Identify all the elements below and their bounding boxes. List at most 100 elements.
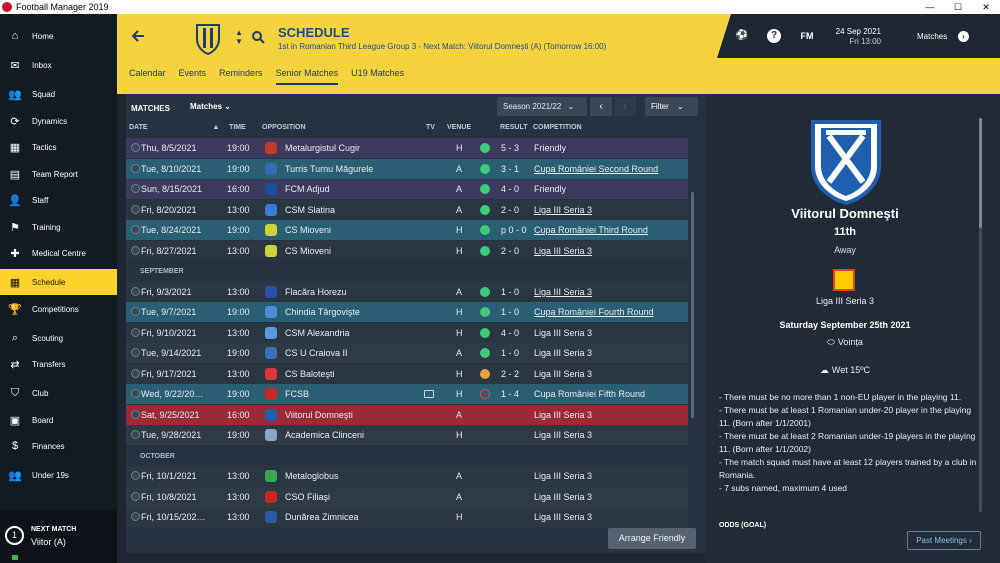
- sidebar-item-board[interactable]: ▣ Board: [0, 407, 117, 433]
- opponent-name[interactable]: Dunărea Zimnicea: [285, 507, 359, 527]
- continue-matches-label[interactable]: Matches: [917, 32, 947, 41]
- row-select-radio[interactable]: [131, 348, 140, 357]
- opponent-name[interactable]: Academica Clinceni: [285, 425, 364, 445]
- opponent-name[interactable]: Turris Turnu Măgurele: [285, 159, 373, 179]
- back-arrow-icon[interactable]: [130, 28, 146, 49]
- table-row[interactable]: Fri, 10/15/202… 13:00 Dunărea Zimnicea H Lig…: [126, 507, 688, 527]
- arrange-friendly-button[interactable]: Arrange Friendly: [608, 528, 696, 549]
- row-select-radio[interactable]: [131, 512, 140, 521]
- minimize-button[interactable]: —: [916, 0, 944, 14]
- sidebar-item-team-report[interactable]: ▤ Team Report: [0, 161, 117, 187]
- filter-button[interactable]: Filter ⌄: [645, 97, 698, 116]
- opponent-name[interactable]: FCM Adjud: [285, 179, 330, 199]
- table-row[interactable]: Sat, 9/25/2021 16:00 Viitorul Domneşti A Lig…: [126, 405, 688, 425]
- row-select-radio[interactable]: [131, 492, 140, 501]
- table-row[interactable]: Tue, 9/7/2021 19:00 Chindia Târgovişte H 1 -…: [126, 302, 688, 322]
- view-dropdown[interactable]: Matches ⌄: [190, 102, 231, 111]
- opponent-name[interactable]: Metaloglobus: [285, 466, 339, 486]
- opponent-name[interactable]: Flacăra Horezu: [285, 282, 347, 302]
- preview-scrollbar-thumb[interactable]: [979, 118, 982, 228]
- opponent-name[interactable]: FCSB: [285, 384, 309, 404]
- sidebar-item-scouting[interactable]: ⌕ Scouting: [0, 325, 117, 351]
- table-row[interactable]: Wed, 9/22/20… 19:00 FCSB H 1 - 4 Cupa Românie…: [126, 384, 688, 404]
- sidebar-item-competitions[interactable]: 🏆 Competitions: [0, 296, 117, 322]
- column-header-time[interactable]: TIME: [229, 124, 246, 131]
- row-select-radio[interactable]: [131, 328, 140, 337]
- opponent-name[interactable]: Metalurgistul Cugir: [285, 138, 360, 158]
- opponent-name[interactable]: CSO Filiaşi: [285, 487, 330, 507]
- row-select-radio[interactable]: [131, 225, 140, 234]
- column-header-tv[interactable]: TV: [426, 124, 435, 131]
- row-select-radio[interactable]: [131, 307, 140, 316]
- stadium[interactable]: ⬭ Voința: [706, 337, 984, 348]
- help-icon[interactable]: ?: [767, 29, 781, 43]
- sidebar-item-club[interactable]: ⛉ Club: [0, 380, 117, 406]
- table-row[interactable]: Fri, 9/3/2021 13:00 Flacăra Horezu A 1 - 0 Li…: [126, 282, 688, 302]
- row-select-radio[interactable]: [131, 246, 140, 255]
- sidebar-item-inbox[interactable]: ✉ Inbox: [0, 52, 117, 78]
- sidebar-item-medical-centre[interactable]: ✚ Medical Centre: [0, 240, 117, 266]
- close-button[interactable]: ✕: [972, 0, 1000, 14]
- next-season-button[interactable]: ›: [614, 97, 636, 116]
- sidebar-item-staff[interactable]: 👤 Staff: [0, 187, 117, 213]
- competition-name[interactable]: Cupa României Second Round: [534, 159, 658, 179]
- sidebar-item-home[interactable]: ⌂ Home: [0, 23, 117, 49]
- league-name[interactable]: Liga III Seria 3: [706, 296, 984, 306]
- competition-name[interactable]: Liga III Seria 3: [534, 241, 592, 261]
- opponent-name[interactable]: Chindia Târgovişte: [285, 302, 360, 322]
- row-select-radio[interactable]: [131, 369, 140, 378]
- column-header-venue[interactable]: VENUE: [447, 124, 471, 131]
- table-row[interactable]: Tue, 9/28/2021 19:00 Academica Clinceni H Li…: [126, 425, 688, 445]
- tab-calendar[interactable]: Calendar: [129, 67, 166, 85]
- opponent-name[interactable]: CSM Slatina: [285, 200, 335, 220]
- competition-name[interactable]: Liga III Seria 3: [534, 200, 592, 220]
- sidebar-item-transfers[interactable]: ⇄ Transfers: [0, 351, 117, 377]
- table-row[interactable]: Fri, 10/1/2021 13:00 Metaloglobus A Liga III…: [126, 466, 688, 486]
- matches-scrollbar[interactable]: [691, 192, 694, 418]
- maximize-button[interactable]: ☐: [944, 0, 972, 14]
- table-row[interactable]: Fri, 9/17/2021 13:00 CS Baloteşti H 2 - 2 Lig…: [126, 364, 688, 384]
- prev-next-club-arrows-icon[interactable]: ▲ ▼: [235, 28, 243, 46]
- search-icon[interactable]: [251, 30, 265, 44]
- sidebar-item-under-19s[interactable]: 👥 Under 19s: [0, 462, 117, 488]
- competition-name[interactable]: Cupa României Fourth Round: [534, 302, 654, 322]
- competition-name[interactable]: Liga III Seria 3: [534, 282, 592, 302]
- past-meetings-button[interactable]: Past Meetings ›: [907, 531, 981, 550]
- column-header-result[interactable]: RESULT: [500, 124, 527, 131]
- row-select-radio[interactable]: [131, 164, 140, 173]
- row-select-radio[interactable]: [131, 143, 140, 152]
- fm-menu-button[interactable]: FM: [797, 29, 817, 43]
- table-row[interactable]: Fri, 8/27/2021 13:00 CS Mioveni H 2 - 0 Liga …: [126, 241, 688, 261]
- sidebar-item-tactics[interactable]: ▦ Tactics: [0, 134, 117, 160]
- sidebar-item-dynamics[interactable]: ⟳ Dynamics: [0, 108, 117, 134]
- opponent-name[interactable]: CSM Alexandria: [285, 323, 350, 343]
- sidebar-item-finances[interactable]: $ Finances: [0, 433, 117, 459]
- table-row[interactable]: Tue, 8/10/2021 19:00 Turris Turnu Măgurele…: [126, 159, 688, 179]
- table-row[interactable]: Fri, 10/8/2021 13:00 CSO Filiaşi A Liga III …: [126, 487, 688, 507]
- next-match-panel[interactable]: 1 NEXT MATCH Viitor (A): [0, 510, 117, 563]
- opponent-name[interactable]: CS Mioveni: [285, 220, 331, 240]
- table-row[interactable]: Tue, 9/14/2021 19:00 CS U Craiova II A 1 - 0…: [126, 343, 688, 363]
- row-select-radio[interactable]: [131, 184, 140, 193]
- opponent-name[interactable]: CS U Craiova II: [285, 343, 348, 363]
- column-header-competition[interactable]: COMPETITION: [533, 124, 582, 131]
- table-row[interactable]: Sun, 8/15/2021 16:00 FCM Adjud A 4 - 0 Friend…: [126, 179, 688, 199]
- tab-u19-matches[interactable]: U19 Matches: [351, 67, 404, 85]
- tab-events[interactable]: Events: [179, 67, 207, 85]
- table-row[interactable]: Fri, 8/20/2021 13:00 CSM Slatina A 2 - 0 Liga…: [126, 200, 688, 220]
- row-select-radio[interactable]: [131, 471, 140, 480]
- tab-reminders[interactable]: Reminders: [219, 67, 263, 85]
- sidebar-item-training[interactable]: ⚑ Training: [0, 214, 117, 240]
- opponent-name[interactable]: Viitorul Domneşti: [285, 405, 353, 425]
- table-row[interactable]: Thu, 8/5/2021 19:00 Metalurgistul Cugir H 5 …: [126, 138, 688, 158]
- row-select-radio[interactable]: [131, 287, 140, 296]
- row-select-radio[interactable]: [131, 430, 140, 439]
- sidebar-item-schedule[interactable]: ▦ Schedule: [0, 269, 117, 295]
- season-select[interactable]: Season 2021/22 ⌄: [497, 97, 587, 116]
- prev-season-button[interactable]: ‹: [590, 97, 612, 116]
- table-row[interactable]: Fri, 9/10/2021 13:00 CSM Alexandria H 4 - 0 L…: [126, 323, 688, 343]
- opponent-name[interactable]: Viitorul Domneşti: [706, 206, 984, 221]
- opponent-name[interactable]: CS Baloteşti: [285, 364, 335, 384]
- sidebar-item-squad[interactable]: 👥 Squad: [0, 81, 117, 107]
